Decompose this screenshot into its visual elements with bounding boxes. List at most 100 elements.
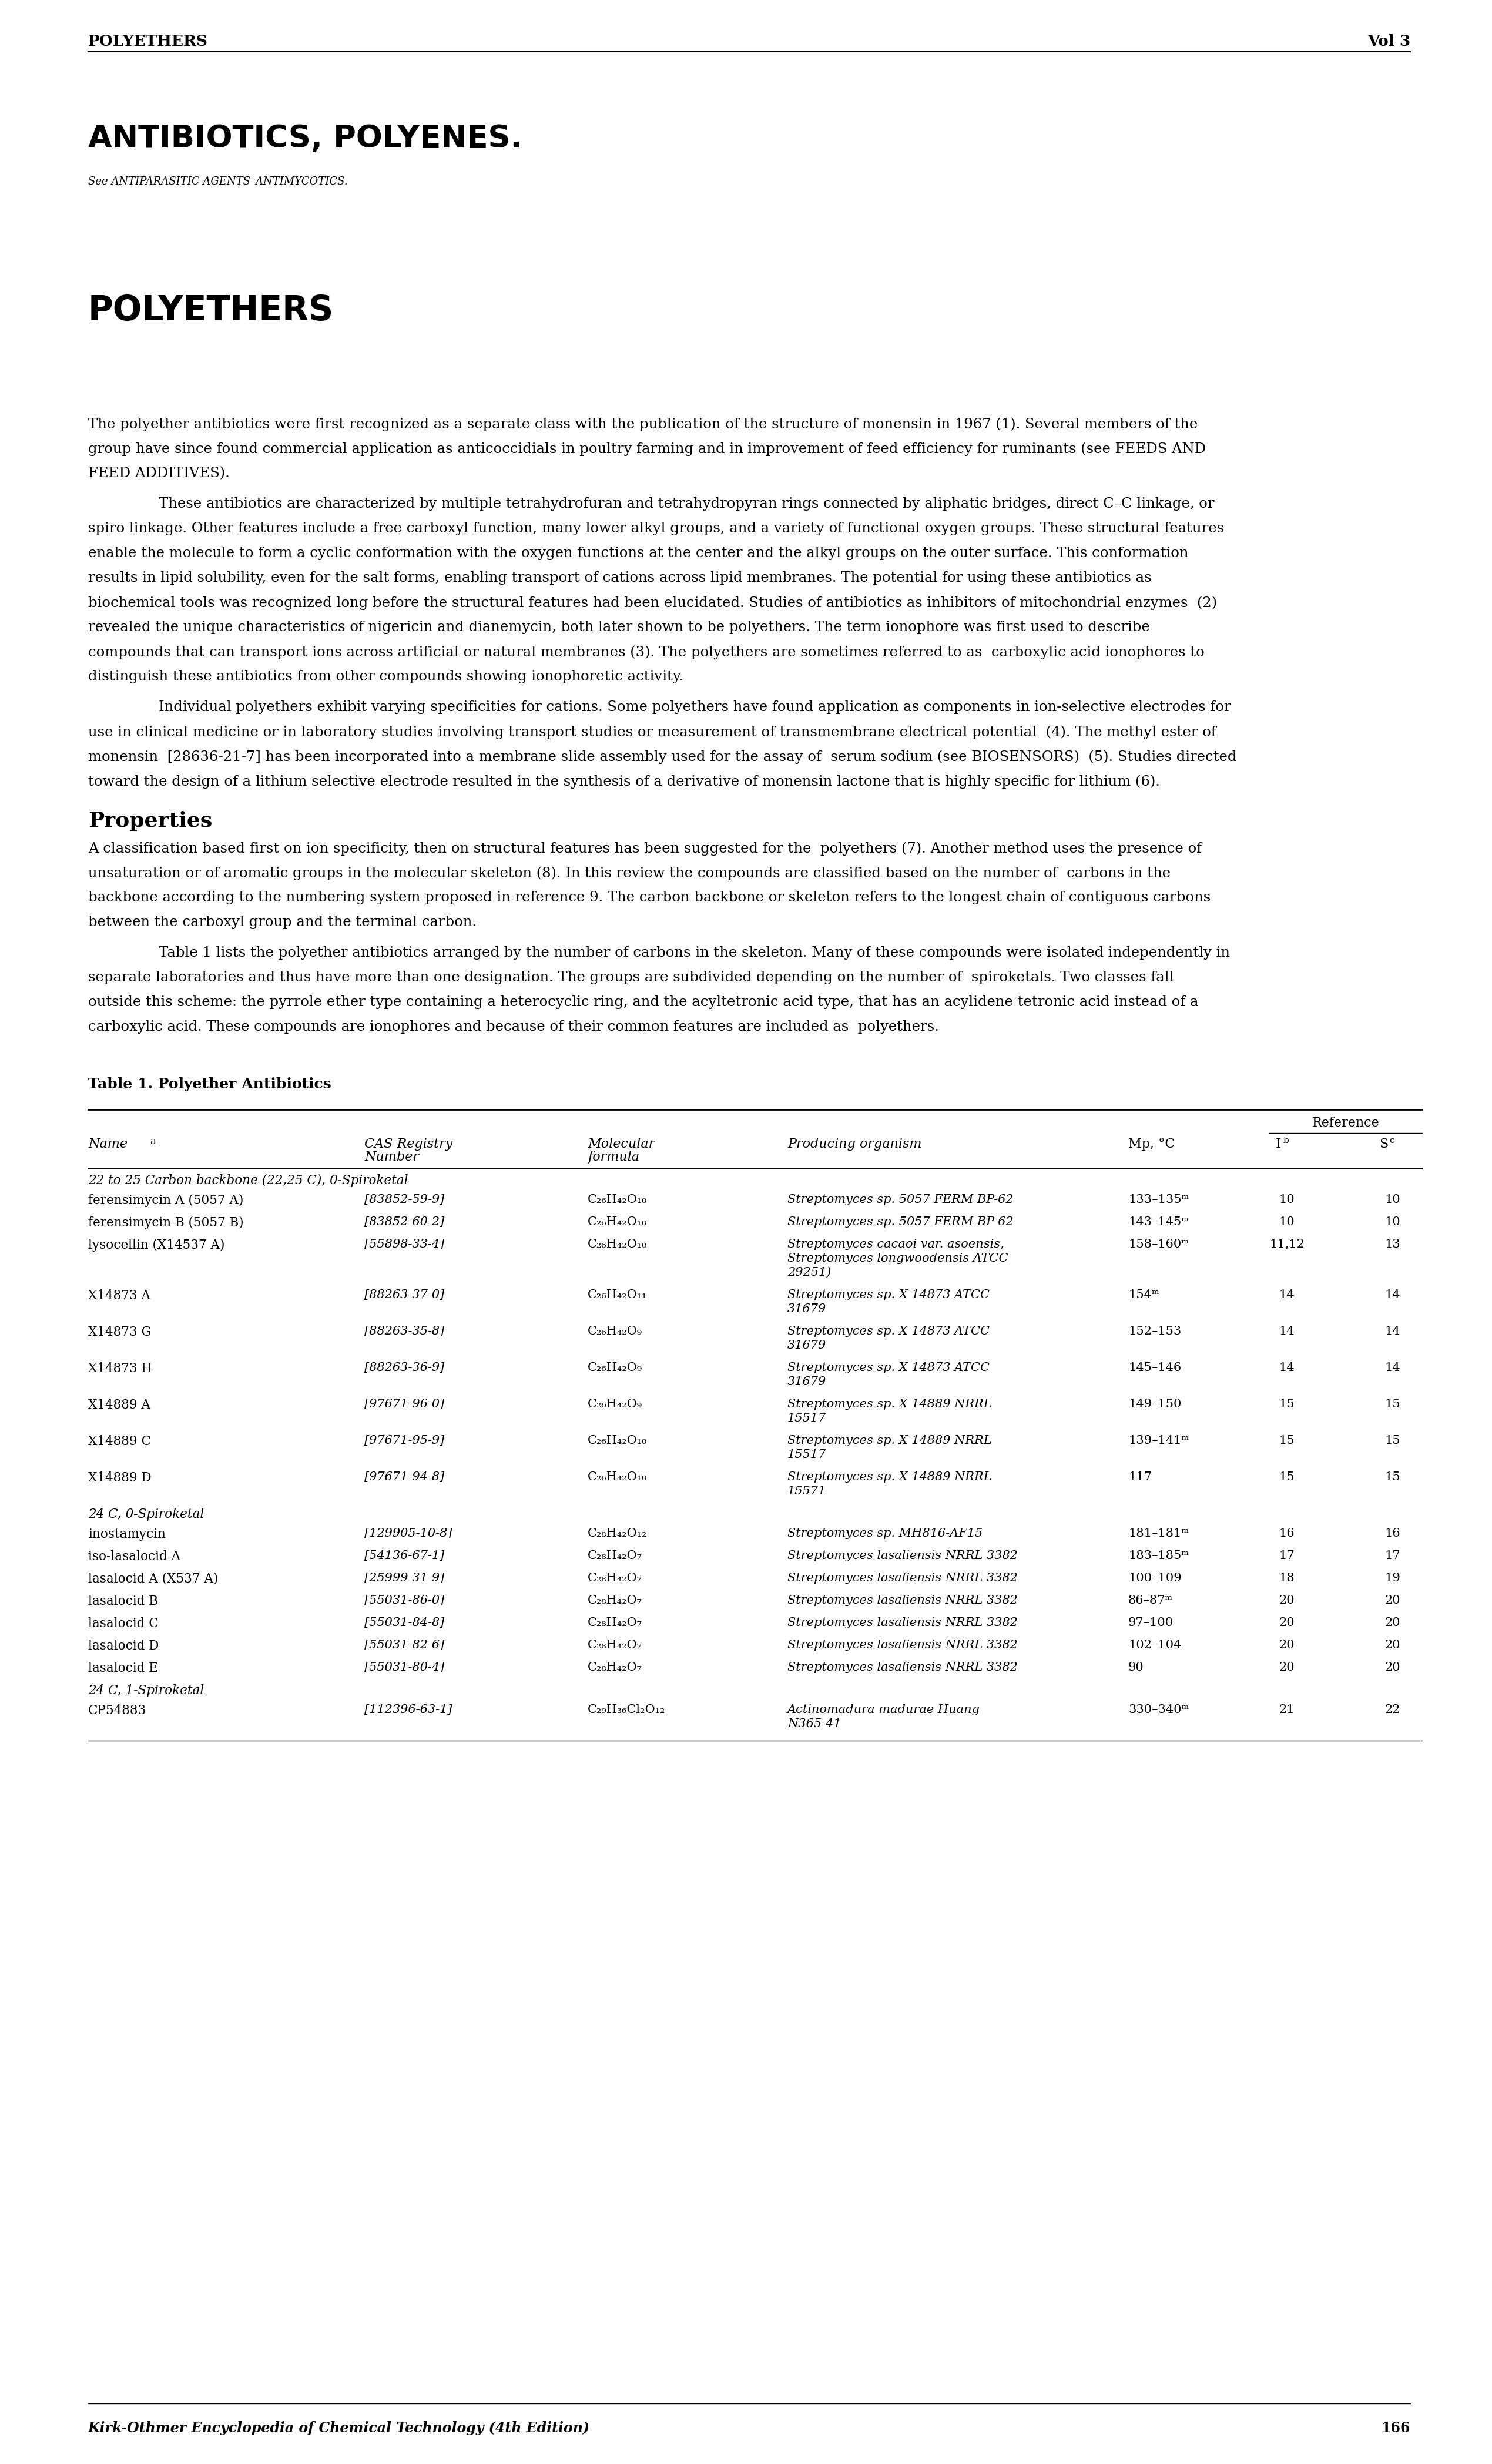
Text: Streptomyces sp. 5057 FERM BP-62: Streptomyces sp. 5057 FERM BP-62 bbox=[788, 1195, 1013, 1205]
Text: POLYETHERS: POLYETHERS bbox=[88, 34, 207, 49]
Text: 21: 21 bbox=[1279, 1705, 1295, 1715]
Text: [55898-33-4]: [55898-33-4] bbox=[364, 1239, 445, 1249]
Text: Streptomyces lasaliensis NRRL 3382: Streptomyces lasaliensis NRRL 3382 bbox=[788, 1550, 1018, 1562]
Text: Table 1 lists the polyether antibiotics arranged by the number of carbons in the: Table 1 lists the polyether antibiotics … bbox=[158, 946, 1229, 958]
Text: b: b bbox=[1283, 1136, 1289, 1146]
Text: Streptomyces sp. X 14873 ATCC: Streptomyces sp. X 14873 ATCC bbox=[788, 1289, 989, 1301]
Text: between the carboxyl group and the terminal carbon.: between the carboxyl group and the termi… bbox=[88, 917, 476, 929]
Text: 15: 15 bbox=[1279, 1434, 1295, 1446]
Text: N365-41: N365-41 bbox=[788, 1717, 841, 1730]
Text: 31679: 31679 bbox=[788, 1340, 827, 1350]
Text: Streptomyces lasaliensis NRRL 3382: Streptomyces lasaliensis NRRL 3382 bbox=[788, 1616, 1018, 1629]
Text: 15517: 15517 bbox=[788, 1412, 827, 1424]
Text: Streptomyces lasaliensis NRRL 3382: Streptomyces lasaliensis NRRL 3382 bbox=[788, 1661, 1018, 1673]
Text: 18: 18 bbox=[1279, 1572, 1295, 1584]
Text: C₂₈H₄₂O₇: C₂₈H₄₂O₇ bbox=[588, 1661, 642, 1673]
Text: POLYETHERS: POLYETHERS bbox=[88, 293, 334, 328]
Text: [129905-10-8]: [129905-10-8] bbox=[364, 1528, 452, 1540]
Text: 14: 14 bbox=[1385, 1289, 1401, 1301]
Text: 20: 20 bbox=[1385, 1639, 1401, 1651]
Text: 14: 14 bbox=[1385, 1326, 1401, 1338]
Text: 15: 15 bbox=[1385, 1471, 1401, 1483]
Text: compounds that can transport ions across artificial or natural membranes (3). Th: compounds that can transport ions across… bbox=[88, 646, 1204, 658]
Text: Table 1. Polyether Antibiotics: Table 1. Polyether Antibiotics bbox=[88, 1077, 331, 1092]
Text: 145–146: 145–146 bbox=[1128, 1363, 1182, 1372]
Text: Streptomyces sp. X 14889 NRRL: Streptomyces sp. X 14889 NRRL bbox=[788, 1471, 992, 1483]
Text: 17: 17 bbox=[1385, 1550, 1401, 1562]
Text: group have since found commercial application as anticoccidials in poultry farmi: group have since found commercial applic… bbox=[88, 441, 1206, 456]
Text: [83852-60-2]: [83852-60-2] bbox=[364, 1217, 445, 1227]
Text: 24 C, 1-Spiroketal: 24 C, 1-Spiroketal bbox=[88, 1685, 204, 1698]
Text: C₂₈H₄₂O₇: C₂₈H₄₂O₇ bbox=[588, 1572, 642, 1584]
Text: X14873 H: X14873 H bbox=[88, 1363, 152, 1375]
Text: inostamycin: inostamycin bbox=[88, 1528, 166, 1540]
Text: a: a bbox=[149, 1136, 155, 1146]
Text: C₂₆H₄₂O₉: C₂₆H₄₂O₉ bbox=[588, 1400, 643, 1409]
Text: revealed the unique characteristics of nigericin and dianemycin, both later show: revealed the unique characteristics of n… bbox=[88, 621, 1150, 633]
Text: 100–109: 100–109 bbox=[1128, 1572, 1182, 1584]
Text: The polyether antibiotics were first recognized as a separate class with the pub: The polyether antibiotics were first rec… bbox=[88, 416, 1198, 431]
Text: [55031-86-0]: [55031-86-0] bbox=[364, 1594, 445, 1607]
Text: Streptomyces sp. 5057 FERM BP-62: Streptomyces sp. 5057 FERM BP-62 bbox=[788, 1217, 1013, 1227]
Text: 10: 10 bbox=[1279, 1217, 1295, 1227]
Text: Reference: Reference bbox=[1311, 1116, 1380, 1129]
Text: 154ᵐ: 154ᵐ bbox=[1128, 1289, 1159, 1301]
Text: enable the molecule to form a cyclic conformation with the oxygen functions at t: enable the molecule to form a cyclic con… bbox=[88, 547, 1189, 559]
Text: These antibiotics are characterized by multiple tetrahydrofuran and tetrahydropy: These antibiotics are characterized by m… bbox=[158, 498, 1214, 510]
Text: CAS Registry: CAS Registry bbox=[364, 1138, 452, 1151]
Text: 14: 14 bbox=[1279, 1289, 1295, 1301]
Text: 31679: 31679 bbox=[788, 1377, 827, 1387]
Text: 133–135ᵐ: 133–135ᵐ bbox=[1128, 1195, 1189, 1205]
Text: 20: 20 bbox=[1279, 1639, 1295, 1651]
Text: Individual polyethers exhibit varying specificities for cations. Some polyethers: Individual polyethers exhibit varying sp… bbox=[158, 700, 1231, 715]
Text: Streptomyces sp. MH816-AF15: Streptomyces sp. MH816-AF15 bbox=[788, 1528, 983, 1540]
Text: C₂₆H₄₂O₁₀: C₂₆H₄₂O₁₀ bbox=[588, 1239, 648, 1249]
Text: C₂₆H₄₂O₁₀: C₂₆H₄₂O₁₀ bbox=[588, 1434, 648, 1446]
Text: 20: 20 bbox=[1385, 1616, 1401, 1629]
Text: Streptomyces sp. X 14873 ATCC: Streptomyces sp. X 14873 ATCC bbox=[788, 1326, 989, 1338]
Text: separate laboratories and thus have more than one designation. The groups are su: separate laboratories and thus have more… bbox=[88, 971, 1174, 983]
Text: 24 C, 0-Spiroketal: 24 C, 0-Spiroketal bbox=[88, 1508, 204, 1520]
Text: 181–181ᵐ: 181–181ᵐ bbox=[1128, 1528, 1189, 1540]
Text: 20: 20 bbox=[1279, 1616, 1295, 1629]
Text: 152–153: 152–153 bbox=[1128, 1326, 1182, 1338]
Text: See ANTIPARASITIC AGENTS–ANTIMYCOTICS.: See ANTIPARASITIC AGENTS–ANTIMYCOTICS. bbox=[88, 177, 348, 187]
Text: 183–185ᵐ: 183–185ᵐ bbox=[1128, 1550, 1189, 1562]
Text: 20: 20 bbox=[1385, 1661, 1401, 1673]
Text: lasalocid C: lasalocid C bbox=[88, 1616, 158, 1631]
Text: 16: 16 bbox=[1385, 1528, 1401, 1540]
Text: spiro linkage. Other features include a free carboxyl function, many lower alkyl: spiro linkage. Other features include a … bbox=[88, 522, 1223, 535]
Text: Mp, °C: Mp, °C bbox=[1128, 1138, 1174, 1151]
Text: [25999-31-9]: [25999-31-9] bbox=[364, 1572, 445, 1584]
Text: 15517: 15517 bbox=[788, 1449, 827, 1461]
Text: Streptomyces lasaliensis NRRL 3382: Streptomyces lasaliensis NRRL 3382 bbox=[788, 1572, 1018, 1584]
Text: Producing organism: Producing organism bbox=[788, 1138, 922, 1151]
Text: 29251): 29251) bbox=[788, 1266, 831, 1279]
Text: Streptomyces sp. X 14889 NRRL: Streptomyces sp. X 14889 NRRL bbox=[788, 1434, 992, 1446]
Text: lasalocid E: lasalocid E bbox=[88, 1661, 158, 1676]
Text: [97671-96-0]: [97671-96-0] bbox=[364, 1400, 445, 1409]
Text: Streptomyces sp. X 14873 ATCC: Streptomyces sp. X 14873 ATCC bbox=[788, 1363, 989, 1372]
Text: C₂₈H₄₂O₇: C₂₈H₄₂O₇ bbox=[588, 1550, 642, 1562]
Text: C₂₉H₃₆Cl₂O₁₂: C₂₉H₃₆Cl₂O₁₂ bbox=[588, 1705, 665, 1715]
Text: X14889 D: X14889 D bbox=[88, 1471, 151, 1483]
Text: 22 to 25 Carbon backbone (22,25 C), 0-Spiroketal: 22 to 25 Carbon backbone (22,25 C), 0-Sp… bbox=[88, 1175, 409, 1188]
Text: X14889 A: X14889 A bbox=[88, 1400, 151, 1412]
Text: CP54883: CP54883 bbox=[88, 1705, 146, 1717]
Text: 158–160ᵐ: 158–160ᵐ bbox=[1128, 1239, 1189, 1249]
Text: 10: 10 bbox=[1385, 1217, 1401, 1227]
Text: 31679: 31679 bbox=[788, 1303, 827, 1316]
Text: Streptomyces lasaliensis NRRL 3382: Streptomyces lasaliensis NRRL 3382 bbox=[788, 1639, 1018, 1651]
Text: 97–100: 97–100 bbox=[1128, 1616, 1174, 1629]
Text: [88263-36-9]: [88263-36-9] bbox=[364, 1363, 445, 1372]
Text: C₂₆H₄₂O₁₀: C₂₆H₄₂O₁₀ bbox=[588, 1471, 648, 1483]
Text: distinguish these antibiotics from other compounds showing ionophoretic activity: distinguish these antibiotics from other… bbox=[88, 670, 683, 683]
Text: 14: 14 bbox=[1279, 1326, 1295, 1338]
Text: 149–150: 149–150 bbox=[1128, 1400, 1182, 1409]
Text: results in lipid solubility, even for the salt forms, enabling transport of cati: results in lipid solubility, even for th… bbox=[88, 572, 1152, 584]
Text: [83852-59-9]: [83852-59-9] bbox=[364, 1195, 445, 1205]
Text: Name: Name bbox=[88, 1138, 127, 1151]
Text: I: I bbox=[1276, 1138, 1280, 1151]
Text: lysocellin (X14537 A): lysocellin (X14537 A) bbox=[88, 1239, 225, 1252]
Text: [55031-84-8]: [55031-84-8] bbox=[364, 1616, 445, 1629]
